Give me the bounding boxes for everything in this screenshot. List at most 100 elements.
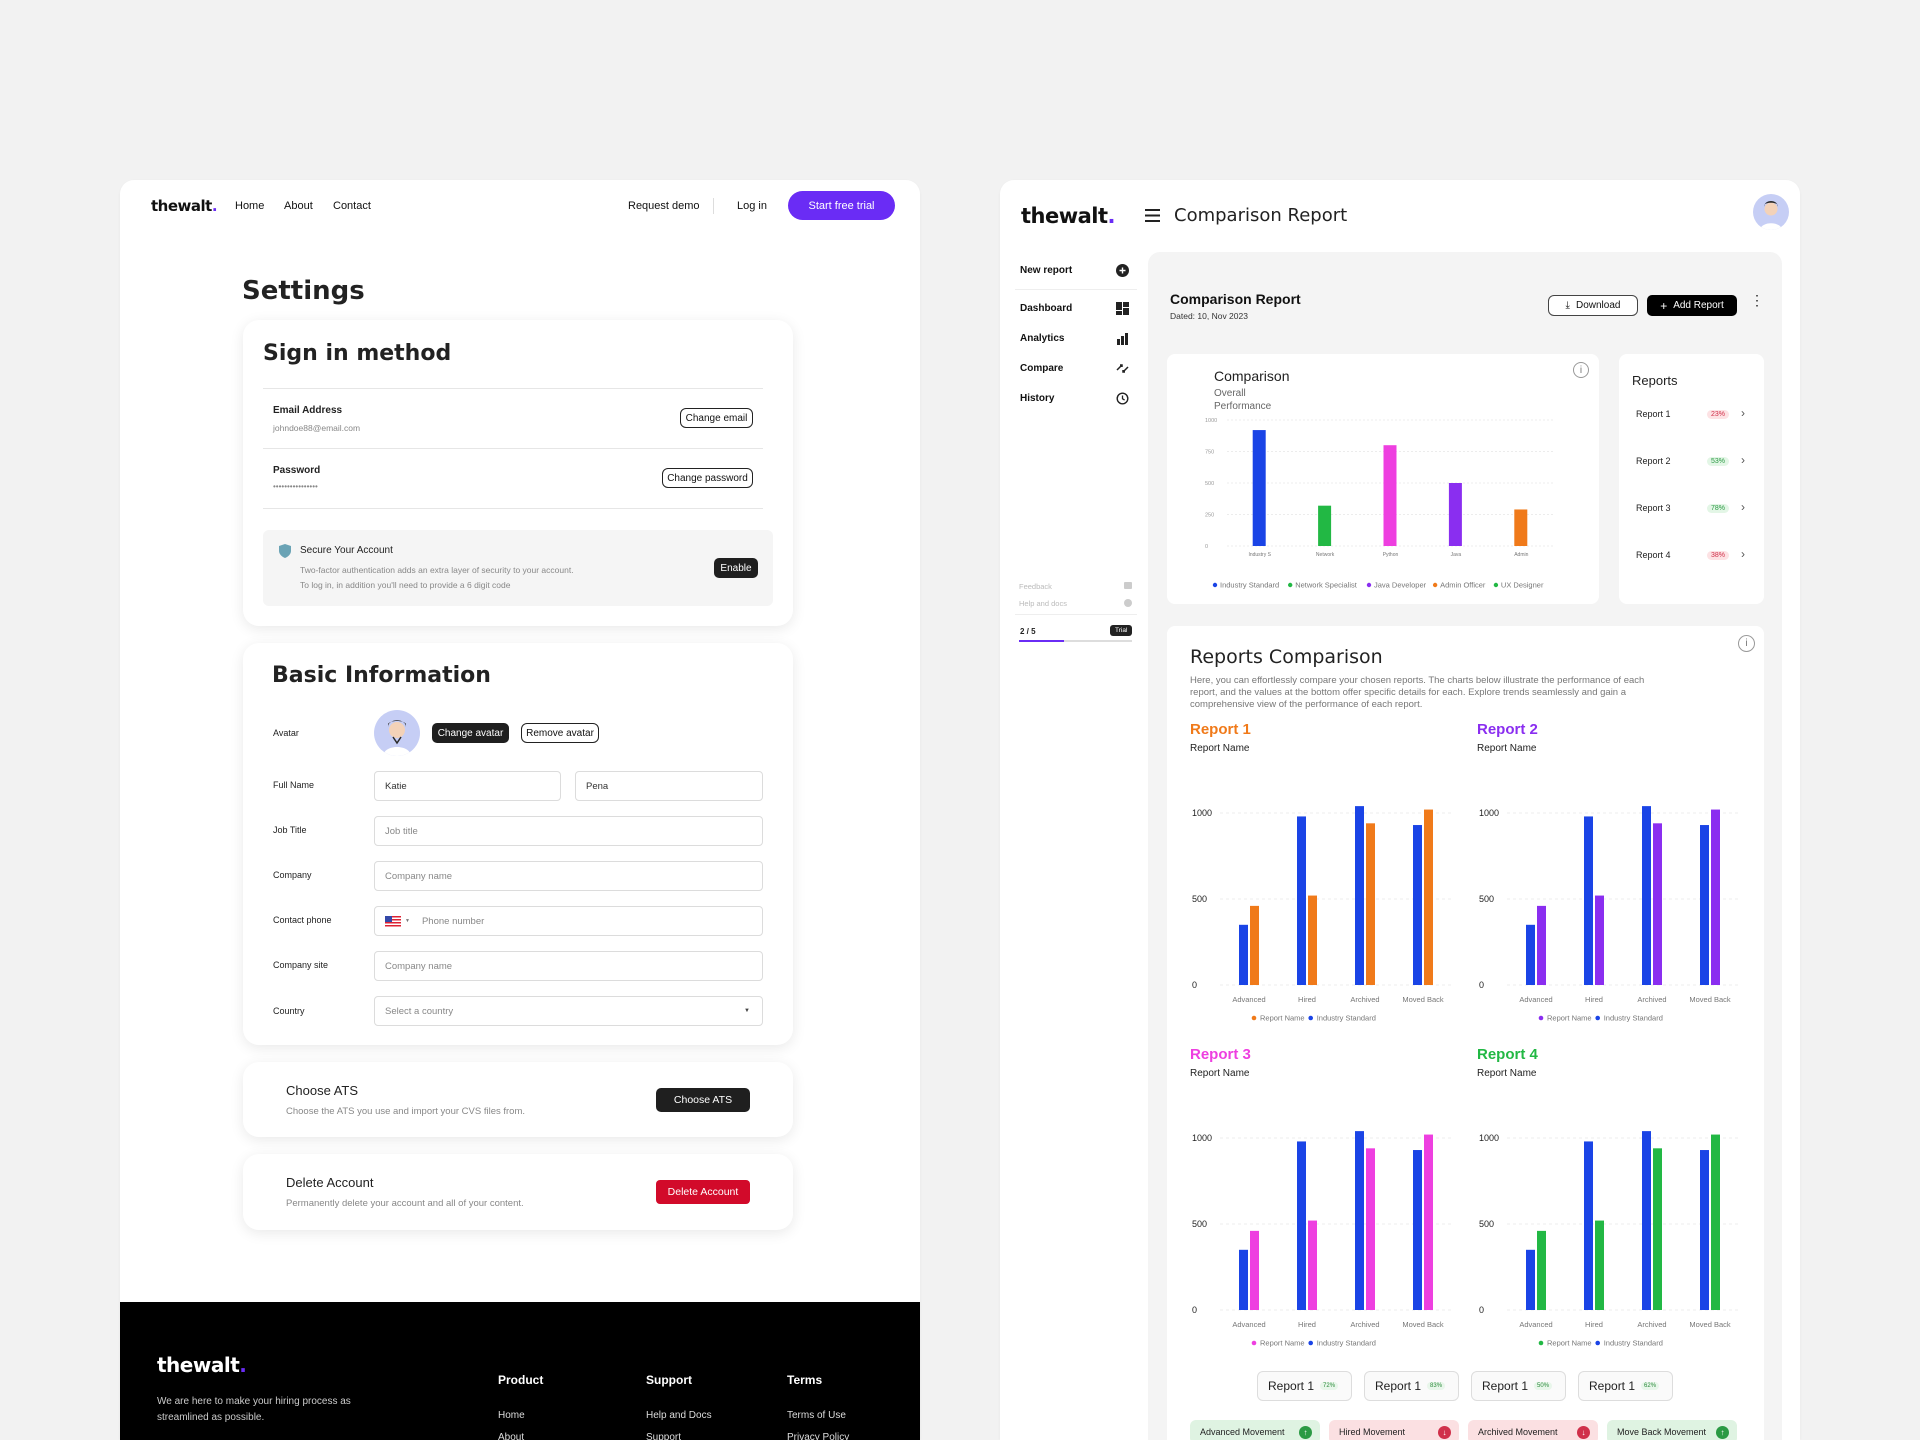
delete-desc: Permanently delete your account and all …	[286, 1198, 524, 1209]
legend-marker	[1538, 1015, 1544, 1021]
sidebar-item-dashboard[interactable]: Dashboard	[1020, 303, 1073, 314]
bar	[1366, 1148, 1375, 1310]
x-tick-label: Java	[1451, 552, 1462, 558]
sidebar-item-compare[interactable]: Compare	[1020, 363, 1064, 374]
report-list-item[interactable]: Report 3	[1636, 503, 1751, 517]
report-list-item[interactable]: Report 2	[1636, 456, 1751, 470]
report-header-title: Comparison Report	[1170, 291, 1301, 307]
bar	[1355, 806, 1364, 985]
us-flag-icon[interactable]	[385, 915, 401, 927]
basic-info-title: Basic Information	[272, 663, 491, 688]
footer-privacy-link[interactable]: Privacy Policy	[787, 1432, 850, 1440]
x-tick-label: Archived	[1637, 1320, 1666, 1329]
bar	[1239, 1249, 1248, 1310]
footer-terms-link[interactable]: Terms of Use	[787, 1410, 846, 1421]
bar	[1537, 1230, 1546, 1310]
report-list-item[interactable]: Report 4	[1636, 550, 1751, 564]
divider	[263, 388, 763, 389]
bar	[1584, 1141, 1593, 1310]
chevron-right-icon[interactable]: ›	[1741, 453, 1745, 467]
x-tick-label: Network	[1316, 552, 1335, 558]
choose-ats-button[interactable]: Choose ATS	[656, 1088, 750, 1112]
email-label: Email Address	[273, 405, 343, 416]
bar	[1595, 895, 1604, 985]
overall-performance-chart: 0 250 500 750 1000 Industry S Network Python Jav…	[1205, 418, 1554, 590]
job-title-input[interactable]: Job title	[374, 816, 763, 846]
info-icon[interactable]: i	[1738, 635, 1755, 652]
app-page-title: Comparison Report	[1174, 205, 1348, 226]
shield-icon	[279, 544, 291, 563]
download-label: Download	[1575, 300, 1621, 311]
change-email-button[interactable]: Change email	[680, 408, 753, 428]
legend-marker	[1432, 582, 1438, 588]
report-chip[interactable]: Report 1 83%	[1364, 1371, 1459, 1401]
download-button[interactable]: ⤓ Download	[1548, 295, 1638, 316]
y-tick-label: 1000	[1192, 1133, 1212, 1143]
y-tick-label: 500	[1205, 481, 1214, 487]
report-chip[interactable]: Report 1 62%	[1578, 1371, 1673, 1401]
sidebar-new-report[interactable]: New report	[1020, 265, 1073, 276]
remove-avatar-button[interactable]: Remove avatar	[521, 723, 599, 743]
footer-help-link[interactable]: Help and Docs	[646, 1410, 712, 1421]
start-trial-button[interactable]: Start free trial	[788, 191, 895, 220]
request-demo-link[interactable]: Request demo	[628, 200, 700, 212]
hamburger-icon[interactable]	[1145, 209, 1160, 227]
divider	[1015, 289, 1137, 290]
app-logo[interactable]: thewalt.	[1021, 204, 1116, 228]
bar-chart-icon	[1116, 332, 1130, 346]
info-icon[interactable]: i	[1573, 362, 1589, 378]
sidebar-item-analytics[interactable]: Analytics	[1020, 333, 1065, 344]
y-tick-label: 0	[1479, 1305, 1484, 1315]
bar	[1526, 924, 1535, 985]
footer-logo[interactable]: thewalt.	[157, 1353, 247, 1377]
company-site-input[interactable]: Company name	[374, 951, 763, 981]
bar	[1355, 1131, 1364, 1310]
company-site-label: Company site	[273, 960, 329, 970]
chevron-right-icon[interactable]: ›	[1741, 500, 1745, 514]
nav-home[interactable]: Home	[235, 200, 265, 212]
x-tick-label: Industry S	[1248, 552, 1271, 558]
footer-about-link[interactable]: About	[498, 1432, 525, 1440]
company-input[interactable]: Company name	[374, 861, 763, 891]
country-select[interactable]: Select a country ▼	[374, 996, 763, 1026]
enable-2fa-button[interactable]: Enable	[714, 558, 758, 578]
chevron-right-icon[interactable]: ›	[1741, 547, 1745, 561]
footer-home-link[interactable]: Home	[498, 1410, 525, 1421]
report-list-item-name: Report 3	[1636, 503, 1671, 513]
change-password-button[interactable]: Change password	[662, 468, 753, 488]
delete-account-button[interactable]: Delete Account	[656, 1180, 750, 1204]
chevron-right-icon[interactable]: ›	[1741, 406, 1745, 420]
nav-contact[interactable]: Contact	[333, 200, 371, 212]
change-avatar-button[interactable]: Change avatar	[432, 723, 509, 743]
logo[interactable]: thewalt.	[151, 197, 218, 215]
more-options-icon[interactable]: ⋮	[1750, 292, 1764, 308]
sidebar-item-history[interactable]: History	[1020, 393, 1055, 404]
nav-about[interactable]: About	[284, 200, 313, 212]
x-tick-label: Archived	[1637, 995, 1666, 1004]
logo-dot: .	[211, 197, 218, 215]
sidebar-feedback[interactable]: Feedback	[1019, 582, 1052, 591]
sidebar-help[interactable]: Help and docs	[1019, 599, 1067, 608]
y-tick-label: 500	[1479, 1219, 1494, 1229]
plus-circle-icon[interactable]	[1116, 264, 1130, 278]
last-name-input[interactable]: Pena	[575, 771, 763, 801]
login-link[interactable]: Log in	[737, 200, 767, 212]
app-logo-dot: .	[1107, 204, 1116, 228]
user-avatar[interactable]	[1753, 194, 1789, 230]
movement-badge: Move Back Movement ↑	[1607, 1420, 1737, 1440]
report-chip[interactable]: Report 1 72%	[1257, 1371, 1352, 1401]
chevron-down-icon: ▼	[744, 1008, 750, 1014]
y-tick-label: 500	[1192, 1219, 1207, 1229]
report-4-title: Report 4	[1477, 1046, 1538, 1063]
secure-desc-line2: To log in, in addition you'll need to pr…	[300, 580, 511, 590]
bar	[1700, 825, 1709, 985]
legend-label: Java Developer	[1374, 581, 1427, 590]
add-report-button[interactable]: + Add Report	[1647, 295, 1737, 316]
footer-tagline-line1: We are here to make your hiring process …	[157, 1396, 351, 1407]
phone-input[interactable]: ▼ Phone number	[374, 906, 763, 936]
report-list-item[interactable]: Report 1	[1636, 409, 1751, 423]
footer-support-link[interactable]: Support	[646, 1432, 682, 1440]
first-name-input[interactable]: Katie	[374, 771, 561, 801]
x-tick-label: Moved Back	[1689, 1320, 1731, 1329]
report-chip[interactable]: Report 1 50%	[1471, 1371, 1566, 1401]
